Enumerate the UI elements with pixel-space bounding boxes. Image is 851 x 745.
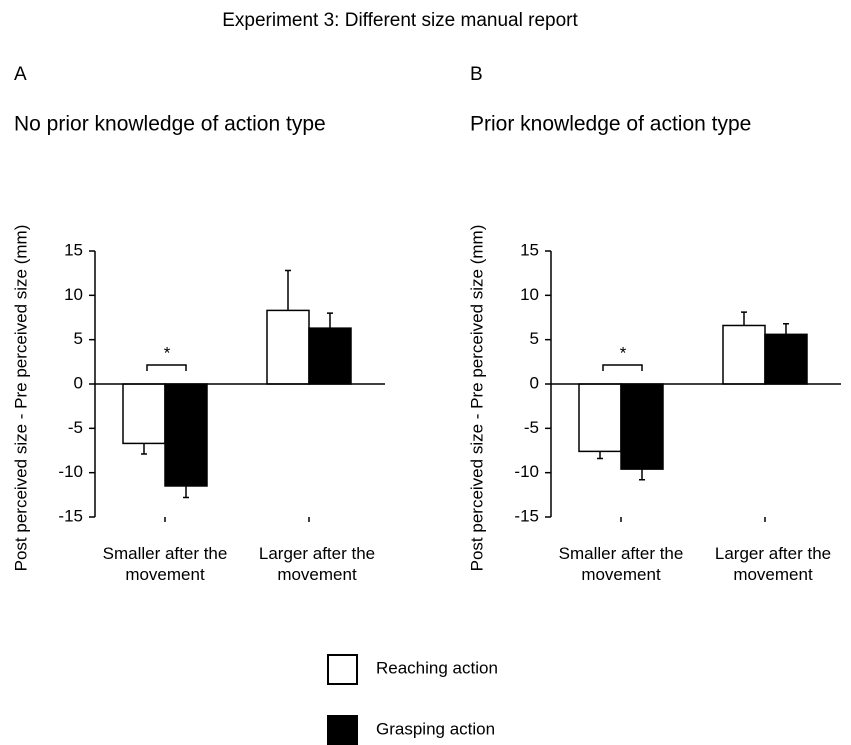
y-tick-label: -15 bbox=[58, 506, 83, 525]
panel-title: No prior knowledge of action type bbox=[14, 113, 326, 136]
y-tick-label: 10 bbox=[520, 285, 539, 304]
y-tick-label: 15 bbox=[520, 240, 539, 259]
y-tick-label: -10 bbox=[514, 462, 539, 481]
bar bbox=[620, 383, 664, 470]
panel-letter: A bbox=[14, 64, 27, 85]
y-tick-label: -5 bbox=[68, 418, 83, 437]
error-bar bbox=[597, 451, 603, 460]
y-tick-label: 15 bbox=[64, 240, 83, 259]
y-tick-label: 5 bbox=[530, 329, 539, 348]
x-tick-label: Larger after the movement bbox=[258, 544, 376, 584]
panel-letter: B bbox=[470, 64, 483, 85]
bar bbox=[164, 383, 208, 487]
y-axis-label: Post perceived size - Pre perceived size… bbox=[467, 225, 486, 572]
legend-label: Grasping action bbox=[376, 719, 495, 738]
significance-label: * bbox=[164, 343, 171, 362]
bar bbox=[308, 327, 352, 385]
error-bar bbox=[285, 269, 291, 311]
y-tick-label: 5 bbox=[74, 329, 83, 348]
error-bar bbox=[141, 443, 147, 455]
legend-swatch bbox=[327, 654, 358, 685]
legend-label: Reaching action bbox=[376, 658, 498, 677]
error-bar bbox=[183, 485, 189, 499]
error-bar bbox=[327, 312, 333, 329]
bar bbox=[578, 383, 622, 453]
bar bbox=[122, 383, 166, 445]
y-tick-label: -10 bbox=[58, 462, 83, 481]
figure-title: Experiment 3: Different size manual repo… bbox=[222, 10, 578, 31]
significance-bracket bbox=[146, 364, 187, 371]
y-tick-label: 0 bbox=[74, 373, 83, 392]
bar bbox=[722, 324, 766, 385]
x-tick-label: Smaller after the movement bbox=[102, 544, 228, 584]
y-tick-label: -5 bbox=[524, 418, 539, 437]
x-tick-label: Smaller after the movement bbox=[558, 544, 684, 584]
bar bbox=[764, 333, 808, 385]
bar bbox=[266, 309, 310, 385]
error-bar bbox=[639, 469, 645, 481]
y-tick-label: 0 bbox=[530, 373, 539, 392]
error-bar bbox=[783, 322, 789, 335]
error-bar bbox=[741, 311, 747, 326]
significance-bracket bbox=[602, 364, 643, 371]
y-tick-label: -15 bbox=[514, 506, 539, 525]
x-tick-label: Larger after the movement bbox=[714, 544, 832, 584]
y-axis-label: Post perceived size - Pre perceived size… bbox=[11, 225, 30, 572]
significance-label: * bbox=[620, 343, 627, 362]
y-tick-label: 10 bbox=[64, 285, 83, 304]
panel-title: Prior knowledge of action type bbox=[470, 113, 751, 136]
legend-swatch bbox=[327, 715, 358, 745]
